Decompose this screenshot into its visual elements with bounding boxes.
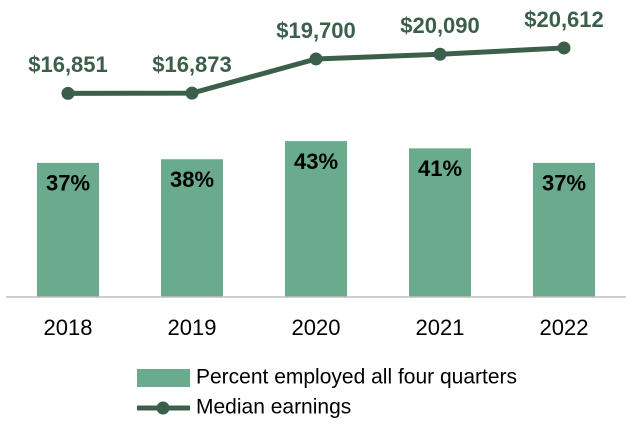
- legend-swatch-point: [156, 401, 170, 415]
- x-tick-label: 2019: [168, 315, 217, 340]
- bar: [285, 141, 347, 297]
- line-value-label: $20,612: [524, 7, 604, 32]
- legend-swatch: [137, 369, 190, 387]
- line-value-label: $16,873: [152, 52, 232, 77]
- legend-label: Percent employed all four quarters: [196, 366, 517, 389]
- line-point: [309, 52, 323, 66]
- legend-label: Median earnings: [196, 396, 351, 419]
- line-point: [61, 86, 75, 100]
- bar: [161, 159, 223, 297]
- x-tick-label: 2018: [44, 315, 93, 340]
- line-point: [433, 47, 447, 61]
- x-tick-label: 2022: [540, 315, 589, 340]
- line-point: [557, 41, 571, 55]
- line-point: [185, 86, 199, 100]
- bar: [409, 148, 471, 297]
- bar-value-label: 37%: [46, 171, 90, 196]
- bar-value-label: 38%: [170, 167, 214, 192]
- line-value-label: $16,851: [28, 52, 108, 77]
- bar: [37, 162, 99, 297]
- bar-value-label: 37%: [542, 171, 586, 196]
- bar-value-label: 43%: [294, 149, 338, 174]
- bar: [533, 162, 595, 297]
- x-tick-label: 2020: [292, 315, 341, 340]
- x-tick-label: 2021: [416, 315, 465, 340]
- line-value-label: $19,700: [276, 18, 356, 43]
- bar-value-label: 41%: [418, 156, 462, 181]
- line-value-label: $20,090: [400, 13, 480, 38]
